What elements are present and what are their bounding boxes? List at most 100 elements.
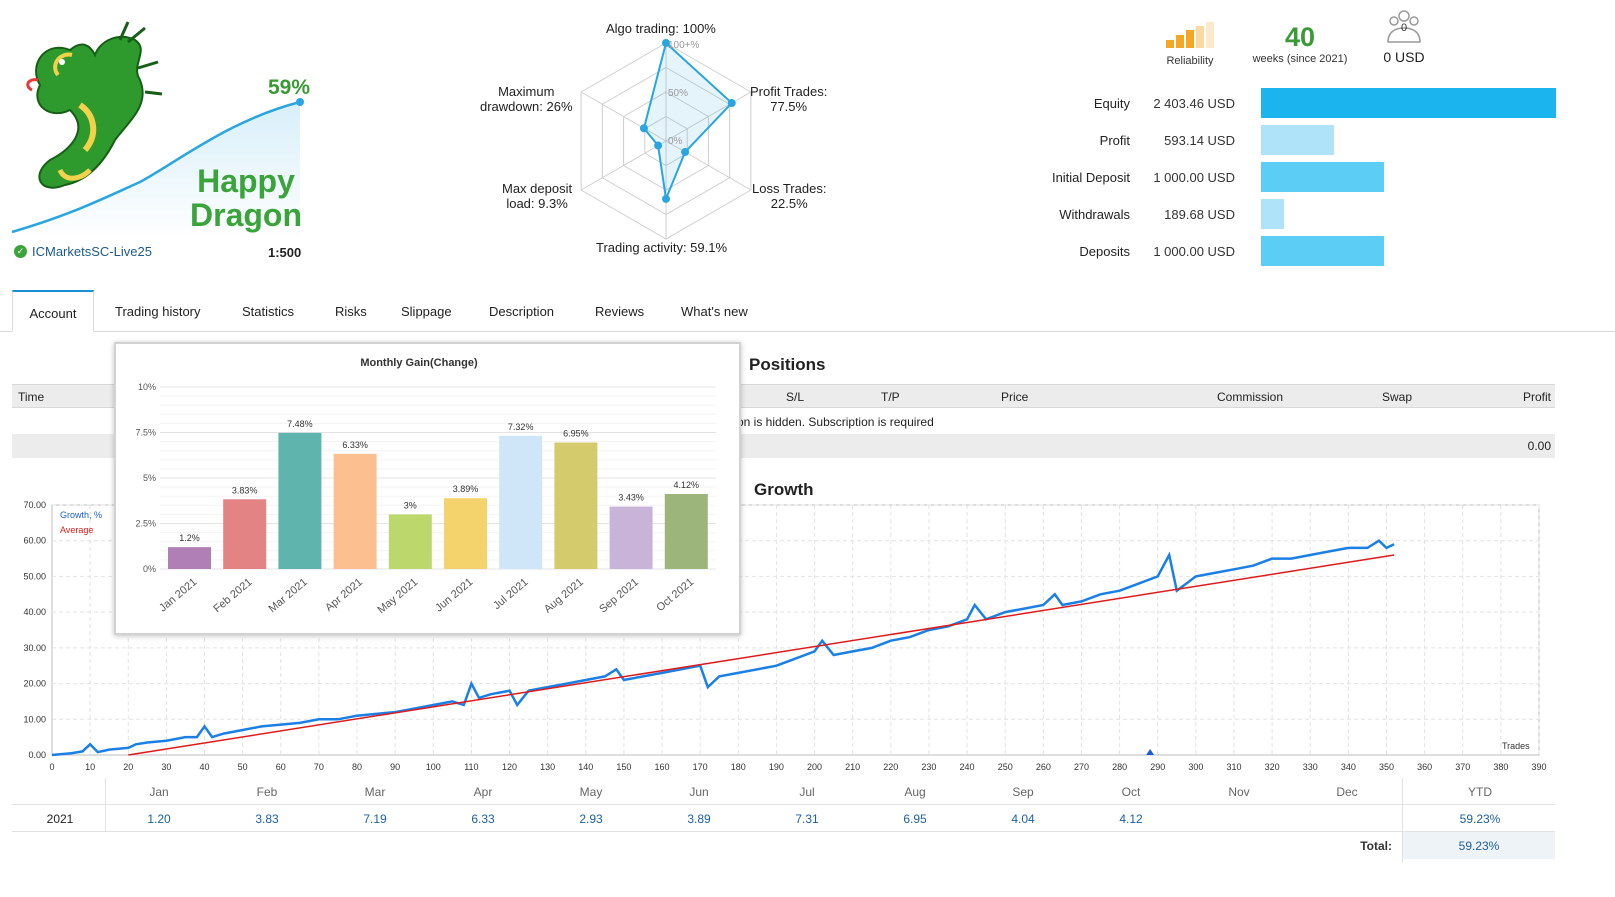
growth-x-tick: 290: [1150, 762, 1165, 772]
month-header[interactable]: Mar: [364, 785, 386, 799]
growth-x-tick: 340: [1341, 762, 1356, 772]
month-header[interactable]: Nov: [1228, 785, 1250, 799]
radar-label-algo: Algo trading: 100%: [606, 21, 716, 36]
signal-name: Happy Dragon: [176, 164, 316, 232]
growth-x-tick: 250: [998, 762, 1013, 772]
monthly-bar: [609, 506, 653, 569]
broker-server[interactable]: ✓ ICMarketsSC-Live25: [14, 244, 152, 259]
month-value[interactable]: 7.31: [795, 812, 819, 826]
month-value[interactable]: 6.95: [903, 812, 927, 826]
month-header[interactable]: May: [579, 785, 603, 799]
growth-y-tick: 10.00: [23, 714, 46, 724]
radar-point-0: [662, 39, 670, 47]
radar-label-drawdown-2: drawdown: 26%: [480, 99, 573, 114]
month-header[interactable]: Apr: [473, 785, 493, 799]
growth-x-tick: 320: [1265, 762, 1280, 772]
radar-label-profit-trades-2: 77.5%: [770, 99, 808, 114]
monthly-x-tick: Sep 2021: [597, 576, 641, 615]
subscribers-block[interactable]: 0 0 USD: [1372, 8, 1436, 65]
monthly-x-tick: Jun 2021: [433, 576, 475, 614]
monthly-x-tick: Oct 2021: [654, 576, 696, 614]
monthly-bar: [444, 498, 487, 569]
col-price[interactable]: Price: [1001, 390, 1029, 404]
month-value[interactable]: 2.93: [579, 812, 603, 826]
month-value[interactable]: 6.33: [471, 812, 495, 826]
growth-x-tick: 70: [314, 762, 324, 772]
tab-risks[interactable]: Risks: [335, 304, 367, 319]
summary-value: 189.68 USD: [1164, 206, 1235, 222]
growth-y-tick: 70.00: [23, 500, 46, 510]
month-header[interactable]: Jul: [799, 785, 815, 799]
month-header[interactable]: Jun: [689, 785, 709, 799]
month-value[interactable]: 1.20: [147, 812, 171, 826]
month-value[interactable]: 4.12: [1119, 812, 1143, 826]
month-value[interactable]: 7.19: [363, 812, 387, 826]
col-commission[interactable]: Commission: [1217, 390, 1284, 404]
leverage: 1:500: [268, 245, 302, 260]
account-summary: Equity 2 403.46 USD Profit 593.14 USD Initia…: [1000, 88, 1560, 268]
year-label: 2021: [46, 812, 74, 826]
tab-slippage[interactable]: Slippage: [401, 304, 452, 319]
col-profit[interactable]: Profit: [1522, 390, 1551, 404]
radar-label-deposit-load: Max deposit load: 9.3%: [502, 181, 572, 211]
month-header[interactable]: Dec: [1336, 785, 1358, 799]
monthly-x-tick: Apr 2021: [323, 576, 365, 614]
growth-x-tick: 120: [502, 762, 517, 772]
growth-y-tick: 20.00: [23, 679, 46, 689]
month-value[interactable]: 3.89: [687, 812, 711, 826]
growth-x-tick: 10: [85, 762, 95, 772]
growth-x-tick: 170: [693, 762, 708, 772]
col-tp[interactable]: T/P: [881, 390, 900, 404]
growth-x-tick: 280: [1112, 762, 1127, 772]
col-time[interactable]: Time: [18, 390, 45, 404]
growth-x-tick: 130: [540, 762, 555, 772]
tab-whats-new[interactable]: What's new: [681, 304, 748, 319]
col-sl[interactable]: S/L: [786, 390, 805, 404]
monthly-gain-tooltip: Monthly Gain(Change) 0% 2.5% 5% 7.5% 10% 1.2% J…: [114, 342, 741, 635]
tab-description[interactable]: Description: [489, 304, 555, 319]
month-value[interactable]: 4.04: [1011, 812, 1035, 826]
subscribers-icon: [1387, 10, 1421, 43]
growth-x-tick: 300: [1188, 762, 1203, 772]
monthly-x-tick: Mar 2021: [267, 576, 310, 615]
radar-point-4: [654, 141, 663, 150]
tab-trading-history[interactable]: Trading history: [115, 304, 201, 319]
weeks-value: 40: [1284, 22, 1316, 52]
tab-statistics[interactable]: Statistics: [242, 304, 295, 319]
month-header[interactable]: Feb: [256, 785, 278, 799]
summary-row: Withdrawals 189.68 USD: [1000, 199, 1560, 229]
summary-value: 1 000.00 USD: [1153, 169, 1235, 185]
tab-account[interactable]: Account: [12, 290, 94, 332]
month-value[interactable]: 3.83: [255, 812, 279, 826]
growth-x-tick: 360: [1417, 762, 1432, 772]
month-header[interactable]: Jan: [149, 785, 169, 799]
growth-y-tick: 30.00: [23, 643, 46, 653]
radar-label-loss-trades-1: Loss Trades:: [752, 181, 827, 196]
tab-reviews[interactable]: Reviews: [595, 304, 645, 319]
growth-x-tick: 50: [238, 762, 248, 772]
positions-total-value: 0.00: [1527, 439, 1551, 453]
total-value: 59.23%: [1403, 832, 1555, 859]
month-header[interactable]: Oct: [1121, 785, 1141, 799]
growth-y-tick: 40.00: [23, 607, 46, 617]
monthly-x-tick: Jul 2021: [491, 576, 531, 612]
summary-label: Equity: [1093, 95, 1130, 111]
signal-growth-percent: 59%: [268, 76, 311, 99]
month-header[interactable]: Aug: [904, 785, 926, 799]
monthly-bar: [333, 453, 377, 569]
sparkline-line: [11, 100, 301, 234]
reliability-bars-icon: [1166, 22, 1214, 48]
col-swap[interactable]: Swap: [1382, 390, 1413, 404]
month-header[interactable]: Sep: [1012, 785, 1034, 799]
growth-x-tick: 60: [276, 762, 286, 772]
growth-series-average: [128, 554, 1395, 756]
weeks-label: weeks (since 2021): [1252, 53, 1348, 65]
reliability-block[interactable]: Reliability: [1152, 22, 1228, 67]
radar-label-deposit-load-1: Max deposit: [502, 181, 573, 196]
radar-label-loss-trades-2: 22.5%: [770, 196, 808, 211]
yearly-total-row: Total: 59.23%: [12, 832, 1555, 859]
monthly-bar: [554, 442, 598, 569]
summary-row: Initial Deposit 1 000.00 USD: [1000, 162, 1560, 192]
growth-x-tick: 0: [49, 762, 54, 772]
summary-value: 2 403.46 USD: [1153, 95, 1235, 111]
